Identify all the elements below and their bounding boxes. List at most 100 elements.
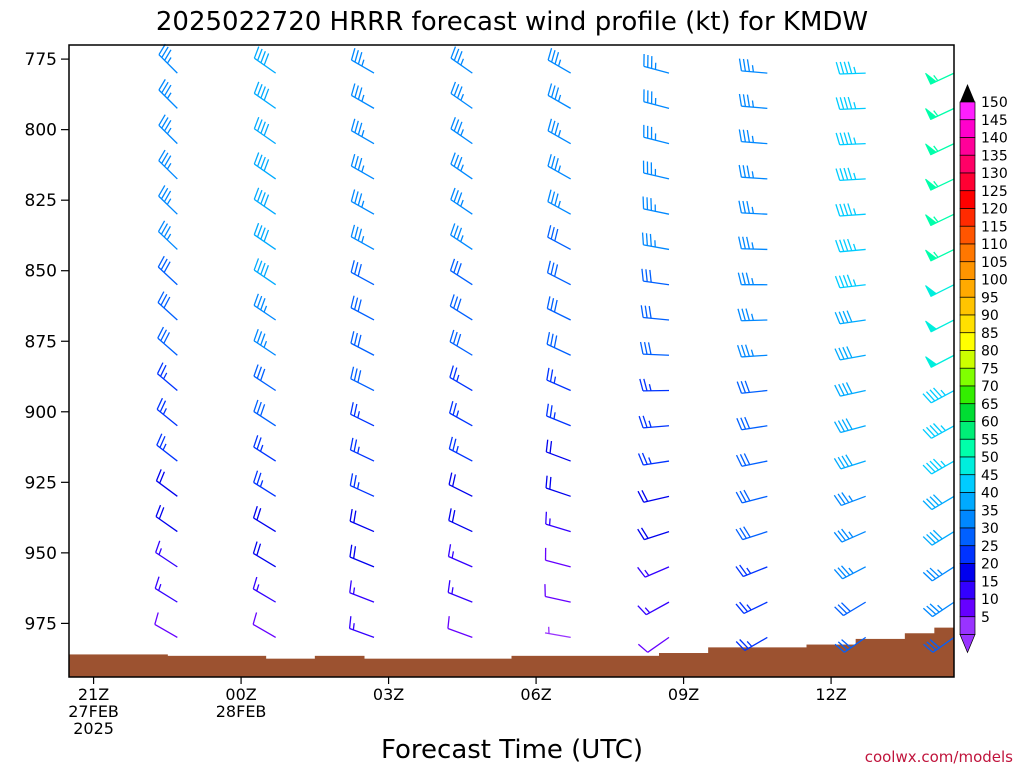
barb-half-feather	[853, 208, 857, 216]
wind-barb	[735, 453, 768, 467]
barb-feather	[742, 58, 747, 72]
barb-feather	[929, 389, 939, 400]
barb-feather	[350, 331, 355, 344]
credit-link[interactable]: coolwx.com/models	[865, 748, 1013, 766]
barb-feather	[837, 641, 849, 651]
barb-staff	[547, 59, 571, 74]
barb-half-feather	[166, 198, 172, 205]
barb-staff	[843, 601, 867, 617]
barb-feather	[745, 272, 750, 285]
barb-feather	[926, 641, 937, 651]
colorbar-label: 105	[981, 255, 1008, 271]
barb-feather	[163, 120, 172, 132]
wind-barb	[253, 470, 277, 497]
barb-staff	[252, 623, 276, 638]
wind-barb	[544, 547, 571, 568]
barb-feather	[547, 83, 553, 96]
barb-staff	[742, 530, 768, 541]
wind-barb	[641, 268, 670, 286]
barb-feather	[263, 264, 269, 278]
barb-staff	[546, 451, 571, 462]
barb-feather	[260, 121, 266, 134]
wind-barb	[833, 454, 866, 470]
wind-barb	[253, 222, 277, 250]
barb-feather	[745, 308, 750, 321]
barb-staff	[253, 57, 277, 74]
barb-staff	[449, 341, 473, 356]
colorbar-label: 70	[981, 379, 999, 395]
barb-feather	[164, 84, 172, 96]
wind-barb	[834, 601, 867, 617]
wind-barb	[736, 416, 768, 431]
x-axis-label: Forecast Time (UTC)	[381, 735, 643, 765]
barb-feather	[933, 423, 943, 433]
wind-barb	[835, 238, 866, 253]
wind-barb	[922, 566, 955, 582]
barb-feather	[456, 50, 463, 64]
barb-feather	[260, 227, 266, 240]
barb-staff	[253, 128, 277, 145]
barb-feather	[637, 490, 645, 503]
barb-feather	[263, 88, 270, 101]
barb-staff	[643, 495, 670, 503]
colorbar-swatch	[959, 332, 976, 351]
colorbar-label: 135	[981, 148, 1008, 164]
barb-feather	[160, 223, 169, 235]
wind-barb	[544, 626, 571, 639]
wind-barb	[450, 81, 473, 109]
wind-barb	[922, 458, 955, 475]
barb-feather	[929, 460, 940, 471]
barb-feather	[156, 397, 164, 410]
colorbar-label: 30	[981, 521, 999, 537]
barb-feather	[456, 227, 463, 240]
wind-barb	[736, 344, 768, 358]
barb-feather	[546, 296, 551, 309]
x-tick-label: 03Z	[373, 685, 404, 704]
barb-staff	[741, 105, 768, 110]
barb-feather	[161, 117, 169, 129]
barb-feather	[354, 50, 359, 63]
barb-feather	[837, 420, 845, 432]
barb-feather	[354, 85, 359, 98]
wind-barb	[922, 601, 955, 618]
barb-feather	[837, 567, 847, 578]
barb-feather	[841, 528, 850, 540]
colorbar-swatch	[959, 421, 976, 440]
barb-feather	[845, 454, 853, 466]
colorbar-swatch	[959, 385, 976, 405]
barb-feather	[740, 344, 746, 357]
barb-feather	[739, 527, 747, 539]
wind-barbs-layer	[154, 43, 955, 653]
barb-feather	[929, 531, 940, 542]
barb-staff	[350, 271, 375, 286]
barb-staff	[350, 484, 375, 497]
barb-feather	[252, 612, 258, 625]
colorbar-label: 15	[981, 574, 999, 590]
colorbar-swatch	[959, 509, 976, 529]
barb-feather	[554, 122, 559, 135]
colorbar-swatch	[959, 456, 976, 476]
barb-feather	[260, 262, 266, 275]
barb-feather	[929, 424, 939, 435]
barb-feather	[163, 261, 171, 273]
barb-feather	[163, 296, 171, 309]
barb-feather	[545, 439, 549, 453]
barb-half-feather	[460, 58, 465, 66]
barb-feather	[448, 472, 453, 485]
wind-barb	[834, 274, 866, 289]
barb-staff	[643, 136, 670, 145]
barb-feather	[253, 152, 260, 165]
wind-barb	[158, 79, 178, 109]
wind-barb	[448, 472, 473, 497]
barb-feather	[739, 639, 749, 649]
barb-feather	[350, 402, 354, 415]
wind-barb	[156, 433, 178, 462]
barb-feather	[839, 203, 845, 216]
barb-pennant	[925, 320, 938, 333]
barb-half-feather	[644, 569, 650, 576]
wind-barb	[637, 490, 670, 503]
barb-feather	[839, 132, 845, 145]
barb-staff	[839, 213, 866, 217]
wind-barb	[253, 399, 277, 427]
wind-barb	[833, 492, 866, 507]
